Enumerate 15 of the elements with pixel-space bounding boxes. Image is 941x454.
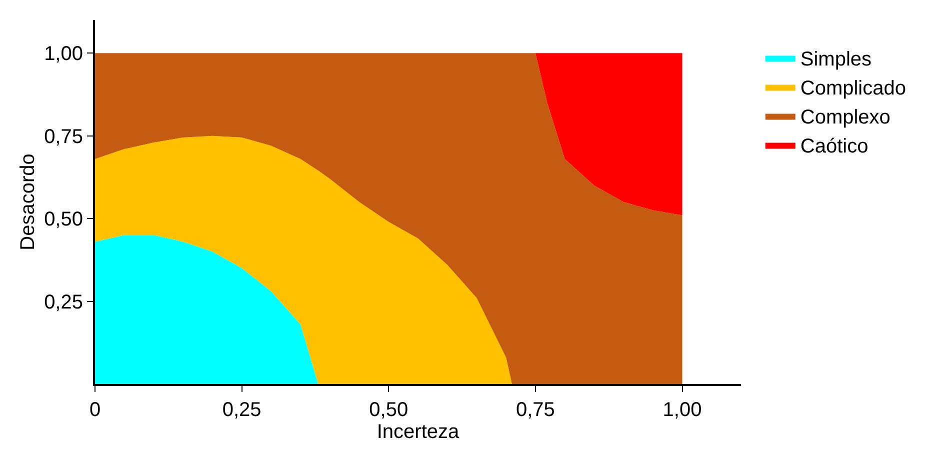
y-tick-label: 1,00 — [44, 43, 83, 66]
legend-label: Simples — [800, 48, 872, 70]
x-tick-label: 0,75 — [516, 399, 555, 421]
x-tick-label: 0,50 — [369, 399, 408, 421]
x-tick-label: 0 — [89, 399, 101, 421]
legend-label: Complexo — [800, 106, 890, 128]
legend-label: Caótico — [800, 136, 868, 158]
x-tick-label: 0,25 — [222, 399, 262, 421]
y-tick-label: 0,50 — [44, 208, 83, 231]
y-axis-title: Desacordo — [17, 154, 40, 250]
x-tick-label: 1,00 — [662, 399, 702, 421]
y-tick-label: 0,25 — [44, 291, 83, 314]
x-axis-title: Incerteza — [376, 421, 460, 443]
legend-label: Complicado — [800, 78, 906, 100]
y-tick-label: 0,75 — [44, 126, 83, 148]
